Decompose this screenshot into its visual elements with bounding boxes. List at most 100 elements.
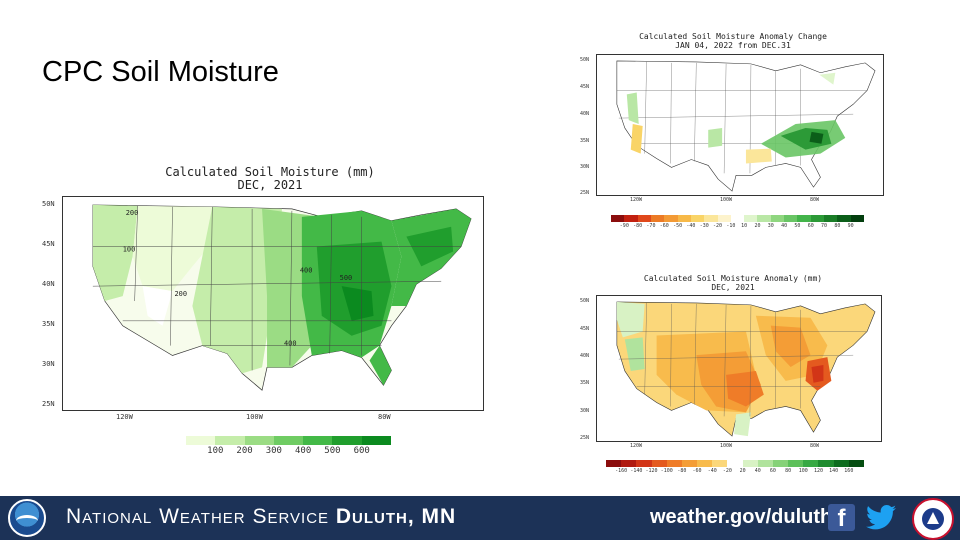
lat-label: 25N: [580, 190, 590, 196]
footer-org-prefix: National Weather Service: [66, 505, 330, 528]
legend-swatch: [757, 460, 773, 467]
legend-swatch: [215, 436, 245, 445]
legend-label: -30: [699, 223, 709, 229]
lat-label: 45N: [42, 240, 55, 248]
legend-label: -80: [633, 223, 643, 229]
anomaly-legend: [606, 460, 864, 467]
legend-label: 100: [207, 446, 224, 456]
legend-label: -60: [659, 223, 669, 229]
legend-swatch: [273, 436, 304, 445]
legend-swatch: [788, 460, 804, 467]
legend-swatch: [636, 460, 652, 467]
lon-label: 100W: [246, 413, 263, 421]
soil-moisture-map-title-1: Calculated Soil Moisture (mm): [165, 165, 375, 179]
legend-swatch: [727, 460, 743, 467]
legend-swatch: [244, 436, 274, 445]
legend-label: 90: [847, 223, 854, 229]
legend-label: 70: [821, 223, 828, 229]
legend-label: 600: [353, 446, 370, 456]
lon-label: 100W: [720, 197, 733, 203]
legend-swatch: [361, 436, 391, 445]
legend-swatch: [186, 436, 216, 445]
legend-label: -140: [630, 468, 643, 474]
soil-moisture-map-title-2: DEC, 2021: [237, 178, 303, 192]
facebook-icon[interactable]: f: [828, 504, 855, 532]
legend-swatch: [666, 460, 682, 467]
legend-swatch: [833, 460, 849, 467]
anomaly-change-legend: [611, 215, 864, 222]
legend-swatch: [757, 215, 771, 222]
legend-label: 80: [834, 223, 841, 229]
legend-label: 160: [844, 468, 854, 474]
soil-moisture-legend: [186, 436, 391, 445]
lon-label: 120W: [630, 197, 643, 203]
legend-swatch: [332, 436, 362, 445]
legend-label: 120: [813, 468, 823, 474]
legend-label: 200: [236, 446, 253, 456]
footer-organization: National Weather Service Duluth, MN: [66, 505, 456, 529]
anomaly-change-map-title-1: Calculated Soil Moisture Anomaly Change: [639, 32, 827, 41]
legend-label: -120: [645, 468, 658, 474]
legend-label: -50: [673, 223, 683, 229]
lat-label: 40N: [42, 280, 55, 288]
legend-swatch: [606, 460, 622, 467]
lon-label: 80W: [810, 443, 820, 449]
legend-swatch: [621, 460, 637, 467]
legend-label: 60: [807, 223, 814, 229]
anomaly-change-map-panel: Calculated Soil Moisture Anomaly Change …: [578, 28, 888, 208]
legend-label: -70: [646, 223, 656, 229]
lon-label: 120W: [630, 443, 643, 449]
legend-swatch: [797, 215, 811, 222]
lat-label: 45N: [580, 84, 590, 90]
legend-swatch: [772, 460, 789, 467]
legend-swatch: [810, 215, 824, 222]
lat-label: 30N: [42, 360, 55, 368]
legend-swatch: [650, 215, 665, 222]
lon-label: 100W: [720, 443, 733, 449]
soil-moisture-map-panel: Calculated Soil Moisture (mm) DEC, 2021: [40, 160, 500, 460]
legend-label: 100: [798, 468, 808, 474]
anomaly-map-title-2: DEC, 2021: [711, 283, 755, 292]
lat-label: 50N: [580, 57, 590, 63]
anomaly-legend-labels: -160 -140 -120 -100 -80 -60 -40 -20 20 40 60 80 100 1…: [606, 468, 864, 477]
legend-swatch: [303, 436, 333, 445]
legend-label: -160: [615, 468, 628, 474]
legend-label: 40: [754, 468, 761, 474]
legend-label: 50: [794, 223, 801, 229]
legend-label: -100: [660, 468, 673, 474]
legend-swatch: [818, 460, 834, 467]
slide-title: CPC Soil Moisture: [42, 56, 279, 88]
lat-label: 25N: [42, 400, 55, 408]
legend-swatch: [690, 215, 705, 222]
legend-label: 140: [829, 468, 839, 474]
legend-swatch: [784, 215, 798, 222]
lat-label: 30N: [580, 408, 590, 414]
legend-label: 30: [767, 223, 774, 229]
legend-label: -90: [619, 223, 629, 229]
legend-label: -60: [692, 468, 702, 474]
legend-label: 400: [295, 446, 312, 456]
lat-label: 30N: [580, 164, 590, 170]
lat-label: 35N: [580, 380, 590, 386]
lon-label: 80W: [378, 413, 391, 421]
lon-label: 80W: [810, 197, 820, 203]
legend-swatch: [651, 460, 667, 467]
footer-url[interactable]: weather.gov/duluth: [650, 506, 833, 528]
legend-label: 60: [769, 468, 776, 474]
lon-label: 120W: [116, 413, 133, 421]
legend-label: 20: [754, 223, 761, 229]
twitter-icon[interactable]: [866, 504, 896, 531]
lat-label: 25N: [580, 435, 590, 441]
legend-swatch: [717, 215, 731, 222]
lat-label: 50N: [580, 298, 590, 304]
lat-label: 40N: [580, 353, 590, 359]
legend-label: 40: [781, 223, 788, 229]
lat-label: 35N: [42, 320, 55, 328]
legend-label: -80: [677, 468, 687, 474]
anomaly-change-map: [596, 54, 884, 196]
contour-label: 100: [123, 246, 136, 254]
noaa-logo: [8, 499, 46, 537]
nws-logo: [912, 498, 954, 540]
legend-swatch: [664, 215, 678, 222]
contour-label: 400: [300, 266, 313, 274]
